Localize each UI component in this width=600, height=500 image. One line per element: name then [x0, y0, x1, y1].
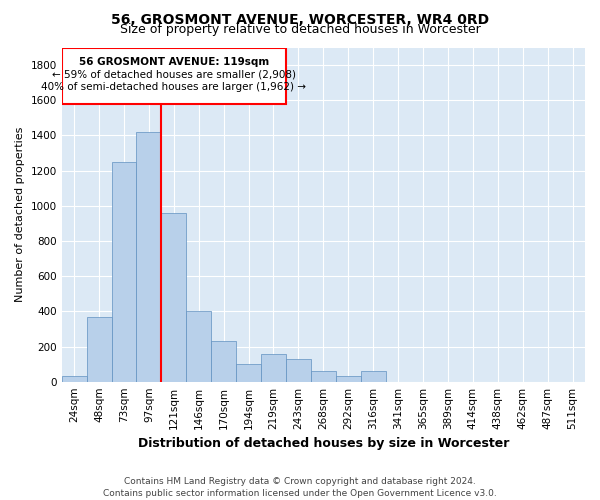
Bar — [161, 213, 186, 382]
Text: Size of property relative to detached houses in Worcester: Size of property relative to detached ho… — [119, 22, 481, 36]
Bar — [62, 48, 286, 104]
Text: ← 59% of detached houses are smaller (2,908): ← 59% of detached houses are smaller (2,… — [52, 70, 296, 80]
Bar — [311, 371, 336, 382]
Bar — [112, 162, 136, 382]
Bar — [62, 376, 86, 382]
Text: 56 GROSMONT AVENUE: 119sqm: 56 GROSMONT AVENUE: 119sqm — [79, 57, 269, 67]
Bar — [186, 312, 211, 382]
Bar — [361, 371, 386, 382]
Y-axis label: Number of detached properties: Number of detached properties — [15, 127, 25, 302]
Bar — [261, 354, 286, 382]
Bar — [236, 364, 261, 382]
Bar — [211, 341, 236, 382]
X-axis label: Distribution of detached houses by size in Worcester: Distribution of detached houses by size … — [137, 437, 509, 450]
Bar — [136, 132, 161, 382]
Bar — [86, 316, 112, 382]
Text: 56, GROSMONT AVENUE, WORCESTER, WR4 0RD: 56, GROSMONT AVENUE, WORCESTER, WR4 0RD — [111, 12, 489, 26]
Bar — [286, 359, 311, 382]
Bar — [336, 376, 361, 382]
Text: 40% of semi-detached houses are larger (1,962) →: 40% of semi-detached houses are larger (… — [41, 82, 307, 92]
Text: Contains HM Land Registry data © Crown copyright and database right 2024.
Contai: Contains HM Land Registry data © Crown c… — [103, 476, 497, 498]
